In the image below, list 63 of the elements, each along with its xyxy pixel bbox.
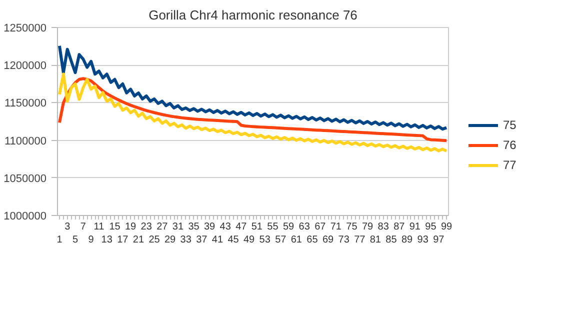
x-tick-label: 63 (298, 222, 310, 232)
y-tick-label: 1250000 (4, 22, 47, 34)
x-tick-label: 39 (204, 222, 216, 232)
x-tick-label: 49 (243, 234, 256, 246)
x-tick-label: 53 (259, 234, 271, 246)
x-tick-label: 95 (425, 222, 437, 232)
x-tick-label: 57 (275, 234, 287, 246)
y-tick-label: 1050000 (4, 172, 47, 185)
x-tick-label: 73 (338, 234, 350, 246)
x-tick-label: 99 (440, 222, 453, 232)
x-tick-label: 83 (378, 222, 390, 232)
legend-label: 75 (503, 118, 518, 132)
x-tick-label: 69 (322, 234, 334, 246)
x-tick-label: 13 (101, 234, 113, 246)
x-tick-label: 71 (330, 222, 342, 232)
x-tick-label: 23 (140, 222, 152, 232)
x-tick-label: 21 (132, 234, 144, 246)
x-tick-label: 67 (314, 222, 326, 232)
x-tick-label: 47 (236, 222, 248, 232)
x-tick-label: 33 (180, 234, 192, 246)
x-tick-label: 19 (125, 222, 137, 232)
x-tick-label: 9 (88, 234, 94, 246)
x-tick-label: 11 (94, 222, 105, 232)
x-tick-label: 35 (188, 222, 200, 232)
x-tick-label: 15 (109, 222, 121, 232)
x-tick-label: 55 (267, 222, 279, 232)
y-tick-label: 1150000 (4, 98, 47, 110)
legend-label: 76 (503, 138, 518, 152)
x-tick-label: 87 (394, 222, 406, 232)
x-tick-label: 89 (401, 234, 414, 246)
x-tick-label: 1 (56, 234, 63, 246)
x-tick-label: 25 (148, 234, 160, 246)
x-tick-label: 3 (64, 222, 71, 232)
x-tick-label: 65 (306, 234, 318, 246)
x-tick-label: 43 (220, 222, 232, 232)
x-tick-label: 93 (417, 234, 429, 246)
x-tick-label: 45 (228, 234, 240, 246)
legend-label: 77 (503, 158, 518, 172)
x-tick-label: 81 (370, 234, 382, 246)
x-tick-label: 61 (290, 234, 302, 246)
y-tick-label: 1100000 (4, 135, 47, 148)
line-series (58, 77, 448, 142)
x-tick-label: 79 (362, 222, 374, 232)
x-tick-label: 7 (80, 222, 86, 232)
chart-title: Gorilla Chr4 harmonic resonance 76 (148, 8, 358, 22)
x-tick-label: 5 (72, 234, 78, 246)
x-tick-label: 91 (409, 222, 421, 232)
y-tick-label: 1000000 (4, 210, 47, 222)
x-tick-label: 27 (156, 222, 168, 232)
x-tick-label: 51 (251, 222, 263, 232)
x-tick-label: 29 (164, 234, 176, 246)
x-tick-label: 37 (196, 234, 208, 246)
x-tick-label: 77 (354, 234, 366, 246)
x-tick-label: 31 (172, 222, 184, 232)
x-tick-label: 59 (282, 222, 295, 232)
line-series (58, 44, 448, 131)
x-tick-label: 97 (433, 234, 445, 246)
x-tick-label: 41 (212, 234, 224, 246)
y-tick-label: 1200000 (4, 60, 47, 72)
x-tick-label: 85 (386, 234, 398, 246)
x-tick-label: 75 (346, 222, 358, 232)
x-tick-label: 17 (117, 234, 129, 246)
line-series (58, 72, 448, 153)
